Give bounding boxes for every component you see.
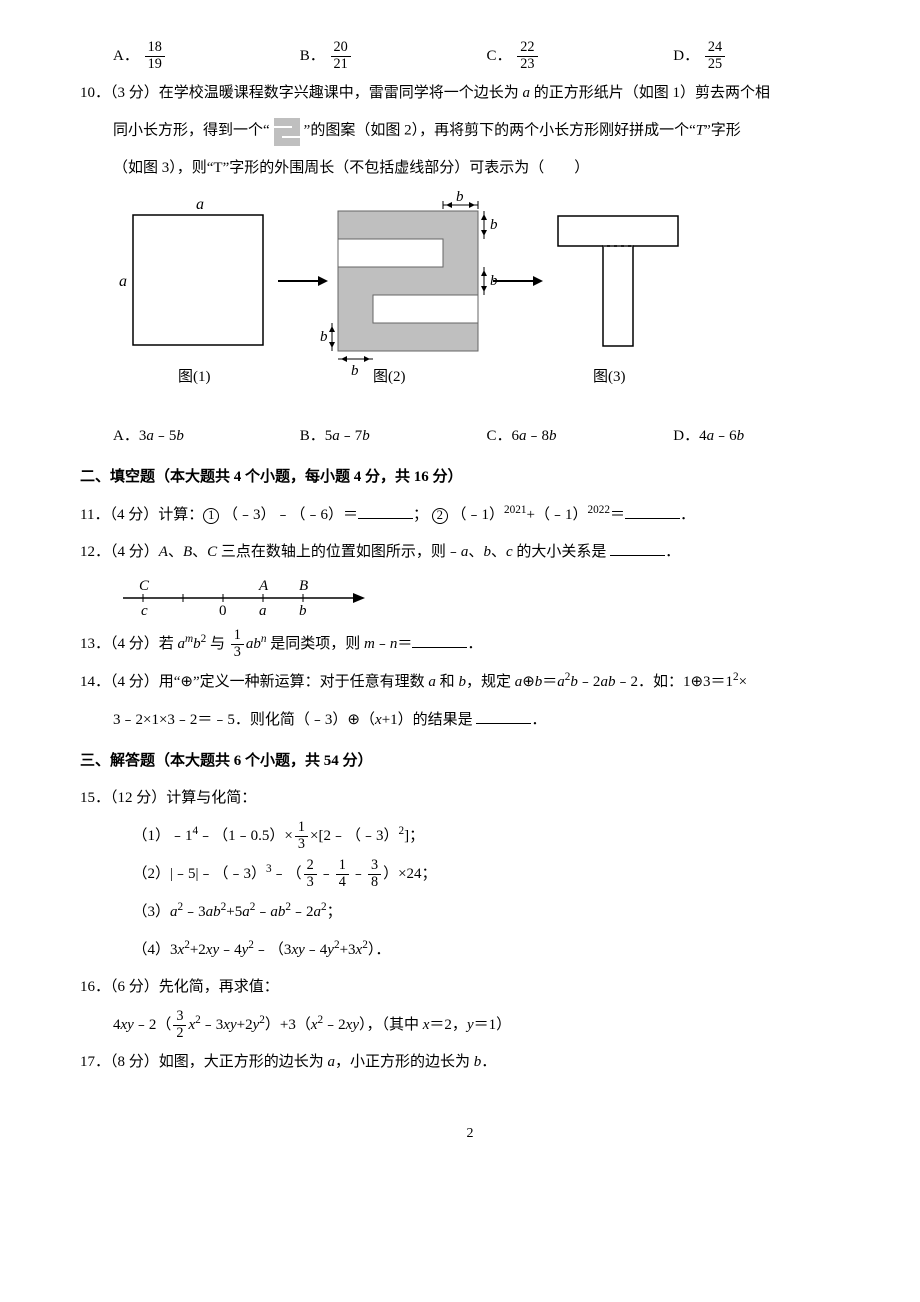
svg-text:c: c: [141, 603, 148, 619]
page-number: 2: [80, 1119, 860, 1150]
svg-text:a: a: [259, 603, 267, 619]
fig1-label-a-left: a: [119, 273, 127, 290]
svg-text:A: A: [258, 578, 269, 594]
fraction: 13: [231, 628, 244, 660]
q10-option-a: A．3a﹣5b: [113, 420, 300, 453]
var-t: T: [696, 122, 704, 138]
fig1-label-a-top: a: [196, 196, 204, 213]
q9-option-c: C． 2223: [487, 40, 674, 73]
fraction: 2425: [705, 40, 725, 72]
q15-3: （3）a2﹣3ab2+5a2﹣ab2﹣2a2；: [80, 895, 860, 929]
svg-text:b: b: [351, 363, 359, 379]
blank: [358, 503, 413, 519]
q10-svg: a a 图(1) b b b b: [113, 191, 733, 401]
fig3-caption: 图(3): [593, 368, 626, 385]
q12-numberline: C c 0 A a B b: [80, 573, 860, 623]
opt-label: D．: [673, 48, 699, 64]
oplus-icon: ⊕: [180, 673, 193, 690]
svg-text:B: B: [299, 578, 308, 594]
blank: [610, 540, 665, 556]
fraction: 2021: [331, 40, 351, 72]
opt-label: B．: [300, 48, 325, 64]
q10-figures: a a 图(1) b b b b: [113, 191, 860, 414]
svg-text:b: b: [299, 603, 307, 619]
q10-line1: 10．（3 分）在学校温暖课程数字兴趣课中，雷雷同学将一个边长为 a 的正方形纸…: [80, 77, 860, 110]
q16-expr: 4xy﹣2（32x2﹣3xy+2y2）+3（x2﹣2xy），（其中 x＝2，y＝…: [80, 1008, 860, 1042]
section-2-title: 二、填空题（本大题共 4 个小题，每小题 4 分，共 16 分）: [80, 461, 860, 494]
circled-1-icon: 1: [203, 508, 219, 524]
q10-option-c: C．6a﹣8b: [487, 420, 674, 453]
q10-option-b: B．5a﹣7b: [300, 420, 487, 453]
q15-1: （1）﹣14﹣（1﹣0.5）×13×[2﹣（﹣3）2]；: [80, 819, 860, 853]
q14-line2: 3﹣2×1×3﹣2＝﹣5．则化简（﹣3）⊕（x+1）的结果是 ．: [80, 703, 860, 737]
q16-stem: 16．（6 分）先化简，再求值：: [80, 971, 860, 1004]
svg-text:b: b: [490, 217, 498, 233]
fraction: 2223: [517, 40, 537, 72]
circled-2-icon: 2: [432, 508, 448, 524]
q14-line1: 14．（4 分）用“⊕”定义一种新运算：对于任意有理数 a 和 b，规定 a⊕b…: [80, 665, 860, 699]
var-a: a: [523, 85, 531, 101]
q9-option-d: D． 2425: [673, 40, 860, 73]
q15-stem: 15．（12 分）计算与化简：: [80, 782, 860, 815]
fig1-caption: 图(1): [178, 368, 211, 385]
q10-option-d: D．4a﹣6b: [673, 420, 860, 453]
svg-text:b: b: [456, 191, 464, 205]
q9-option-a: A． 1819: [113, 40, 300, 73]
fraction: 1819: [145, 40, 165, 72]
q17: 17．（8 分）如图，大正方形的边长为 a，小正方形的边长为 b．: [80, 1046, 860, 1079]
blank: [625, 503, 680, 519]
q9-options: A． 1819 B． 2021 C． 2223 D． 2425: [80, 40, 860, 73]
q11: 11．（4 分）计算：1 （﹣3）﹣（﹣6）＝； 2 （﹣1）2021+（﹣1）…: [80, 498, 860, 532]
s-shape-icon: [270, 122, 304, 138]
blank: [412, 632, 467, 648]
opt-label: C．: [487, 48, 512, 64]
q15-2: （2）|﹣5|﹣（﹣3）3﹣（23﹣14﹣38）×24；: [80, 857, 860, 891]
opt-label: A．: [113, 48, 139, 64]
q15-4: （4）3x2+2xy﹣4y2﹣（3xy﹣4y2+3x2）．: [80, 933, 860, 967]
section-3-title: 三、解答题（本大题共 6 个小题，共 54 分）: [80, 745, 860, 778]
q10-line3: （如图 3），则“T”字形的外围周长（不包括虚线部分）可表示为（ ）: [80, 152, 860, 185]
svg-text:b: b: [320, 329, 328, 345]
blank: [476, 708, 531, 724]
q12: 12．（4 分）A、B、C 三点在数轴上的位置如图所示，则﹣a、b、c 的大小关…: [80, 536, 860, 569]
fraction: 13: [295, 820, 308, 852]
q13: 13．（4 分）若 amb2 与 13abn 是同类项，则 m﹣n＝．: [80, 627, 860, 661]
fig2-caption: 图(2): [373, 368, 406, 385]
svg-text:0: 0: [219, 603, 227, 619]
q10-options: A．3a﹣5b B．5a﹣7b C．6a﹣8b D．4a﹣6b: [80, 420, 860, 453]
svg-text:C: C: [139, 578, 150, 594]
q10-line2: 同小长方形，得到一个“”的图案（如图 2），再将剪下的两个小长方形刚好拼成一个“…: [80, 114, 860, 148]
q9-option-b: B． 2021: [300, 40, 487, 73]
